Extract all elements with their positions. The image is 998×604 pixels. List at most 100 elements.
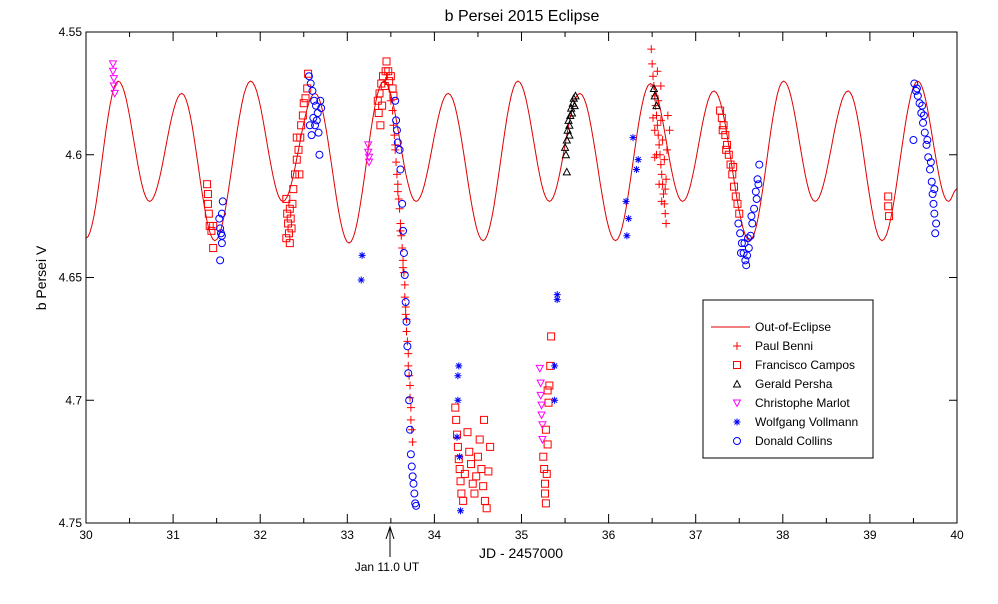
triangle-down-marker-glyph [732,399,742,408]
circle-marker-glyph [924,153,933,162]
data-point [287,224,296,233]
legend-marker-donald-collins [733,437,741,445]
data-point [656,116,665,125]
square-marker-glyph [472,472,481,481]
square-marker-glyph [284,229,293,238]
data-point [721,131,730,140]
data-point [662,145,671,154]
square-marker-glyph [721,131,730,140]
data-point [655,140,664,149]
x-tick-label: 34 [428,528,442,542]
triangle-down-marker-glyph [538,436,547,445]
triangle-up-marker-glyph [732,379,742,388]
circle-marker-glyph [304,72,313,81]
data-point [285,239,294,248]
data-point [399,268,408,277]
chart-title: b Persei 2015 Eclipse [445,8,600,25]
data-point [285,204,294,213]
plus-marker-glyph [392,170,401,179]
x-tick-label: 40 [950,528,964,542]
data-point [551,396,559,404]
data-point [884,192,893,201]
data-point [657,170,666,179]
series-paul-benni [386,45,674,446]
data-point [306,79,315,88]
square-marker-glyph [543,440,552,449]
circle-marker-glyph [927,177,936,186]
data-point [401,302,410,311]
data-point [926,158,935,167]
circle-marker-glyph [754,180,763,189]
square-marker-glyph [292,133,301,142]
x-tick-label: 35 [515,528,529,542]
circle-marker-glyph [736,229,745,238]
circle-marker-glyph [307,131,316,140]
circle-marker-glyph [396,165,405,174]
square-marker-glyph [452,415,461,424]
plus-marker-glyph [405,371,414,380]
data-point [404,369,413,378]
data-point [384,67,393,76]
annotation-arrow-head [385,525,395,540]
data-point [406,450,415,459]
data-point [654,131,663,140]
plus-marker-glyph [659,190,668,199]
asterisk-marker-glyph [632,165,640,173]
circle-marker-glyph [306,79,315,88]
data-point [733,199,742,208]
square-marker-glyph [451,403,460,412]
circle-marker-glyph [407,462,416,471]
data-point [931,229,940,238]
plus-marker-glyph [655,140,664,149]
circle-marker-glyph [926,158,935,167]
data-point [653,67,662,76]
circle-marker-glyph [399,226,408,235]
data-point [399,263,408,272]
circle-marker-glyph [311,121,320,130]
circle-marker-glyph [405,396,414,405]
data-point [541,479,550,488]
data-point [545,381,554,390]
data-point [389,91,398,100]
data-point [410,489,419,498]
data-point [565,130,574,139]
data-point [282,194,291,203]
square-marker-glyph [456,477,465,486]
square-marker-glyph [285,239,294,248]
data-point [382,57,391,66]
series-francisco-campos [203,57,894,513]
square-marker-glyph [379,72,388,81]
data-point [406,403,415,412]
data-point [203,190,212,199]
data-point [928,190,937,199]
data-point [553,291,561,299]
data-point [723,140,732,149]
y-axis-ticks: 4.55 4.6 4.65 4.7 4.75 [59,25,957,530]
legend-marker-paul-benni [733,342,741,350]
data-point [570,101,579,110]
data-point [542,469,551,478]
circle-marker-glyph [406,450,415,459]
legend-label-francisco-campos: Francisco Campos [755,358,855,372]
plus-marker-glyph [394,194,403,203]
plus-marker-glyph [397,231,406,240]
data-point [392,116,401,125]
triangle-down-marker-glyph [108,60,118,69]
asterisk-marker-glyph [553,296,561,304]
data-point [404,361,413,370]
data-point [660,155,669,164]
data-point [479,482,488,491]
data-points-layer [108,45,941,515]
data-point [311,101,320,110]
square-marker-glyph [209,221,218,230]
data-point [403,342,412,351]
data-point [537,411,546,420]
circle-marker-glyph [750,204,759,213]
data-point [363,148,373,157]
data-point [649,83,659,92]
plus-marker-glyph [399,268,408,277]
data-point [380,82,389,91]
square-marker-glyph [453,442,462,451]
asterisk-marker-glyph [634,156,642,164]
data-point [402,317,411,326]
